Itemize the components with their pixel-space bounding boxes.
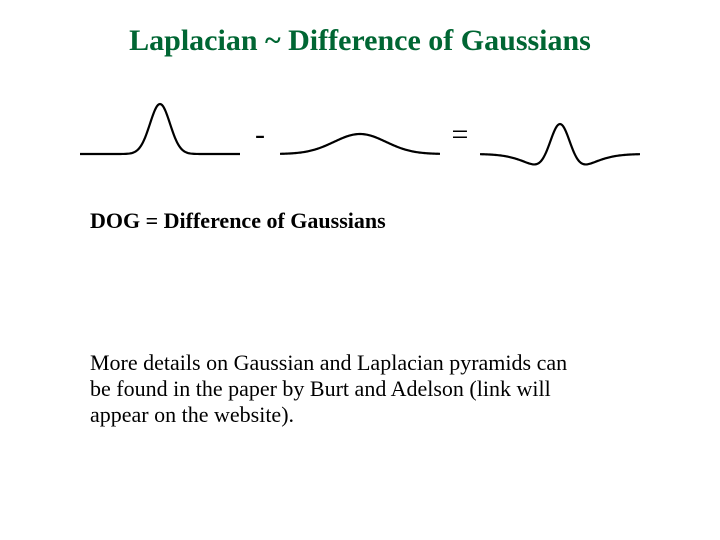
wide-gaussian-svg xyxy=(280,90,440,180)
dog-curve xyxy=(480,90,640,180)
equation-row: - = xyxy=(0,90,720,180)
details-paragraph: More details on Gaussian and Laplacian p… xyxy=(90,350,590,428)
wide-gaussian-curve xyxy=(280,90,440,180)
narrow-gaussian-svg xyxy=(80,90,240,180)
narrow-gaussian-curve xyxy=(80,90,240,180)
slide: Laplacian ~ Difference of Gaussians - = … xyxy=(0,0,720,540)
dog-definition-text: DOG = Difference of Gaussians xyxy=(90,208,386,234)
dog-svg xyxy=(480,90,640,180)
equals-operator: = xyxy=(440,118,480,152)
slide-title: Laplacian ~ Difference of Gaussians xyxy=(0,24,720,58)
minus-operator: - xyxy=(240,118,280,152)
